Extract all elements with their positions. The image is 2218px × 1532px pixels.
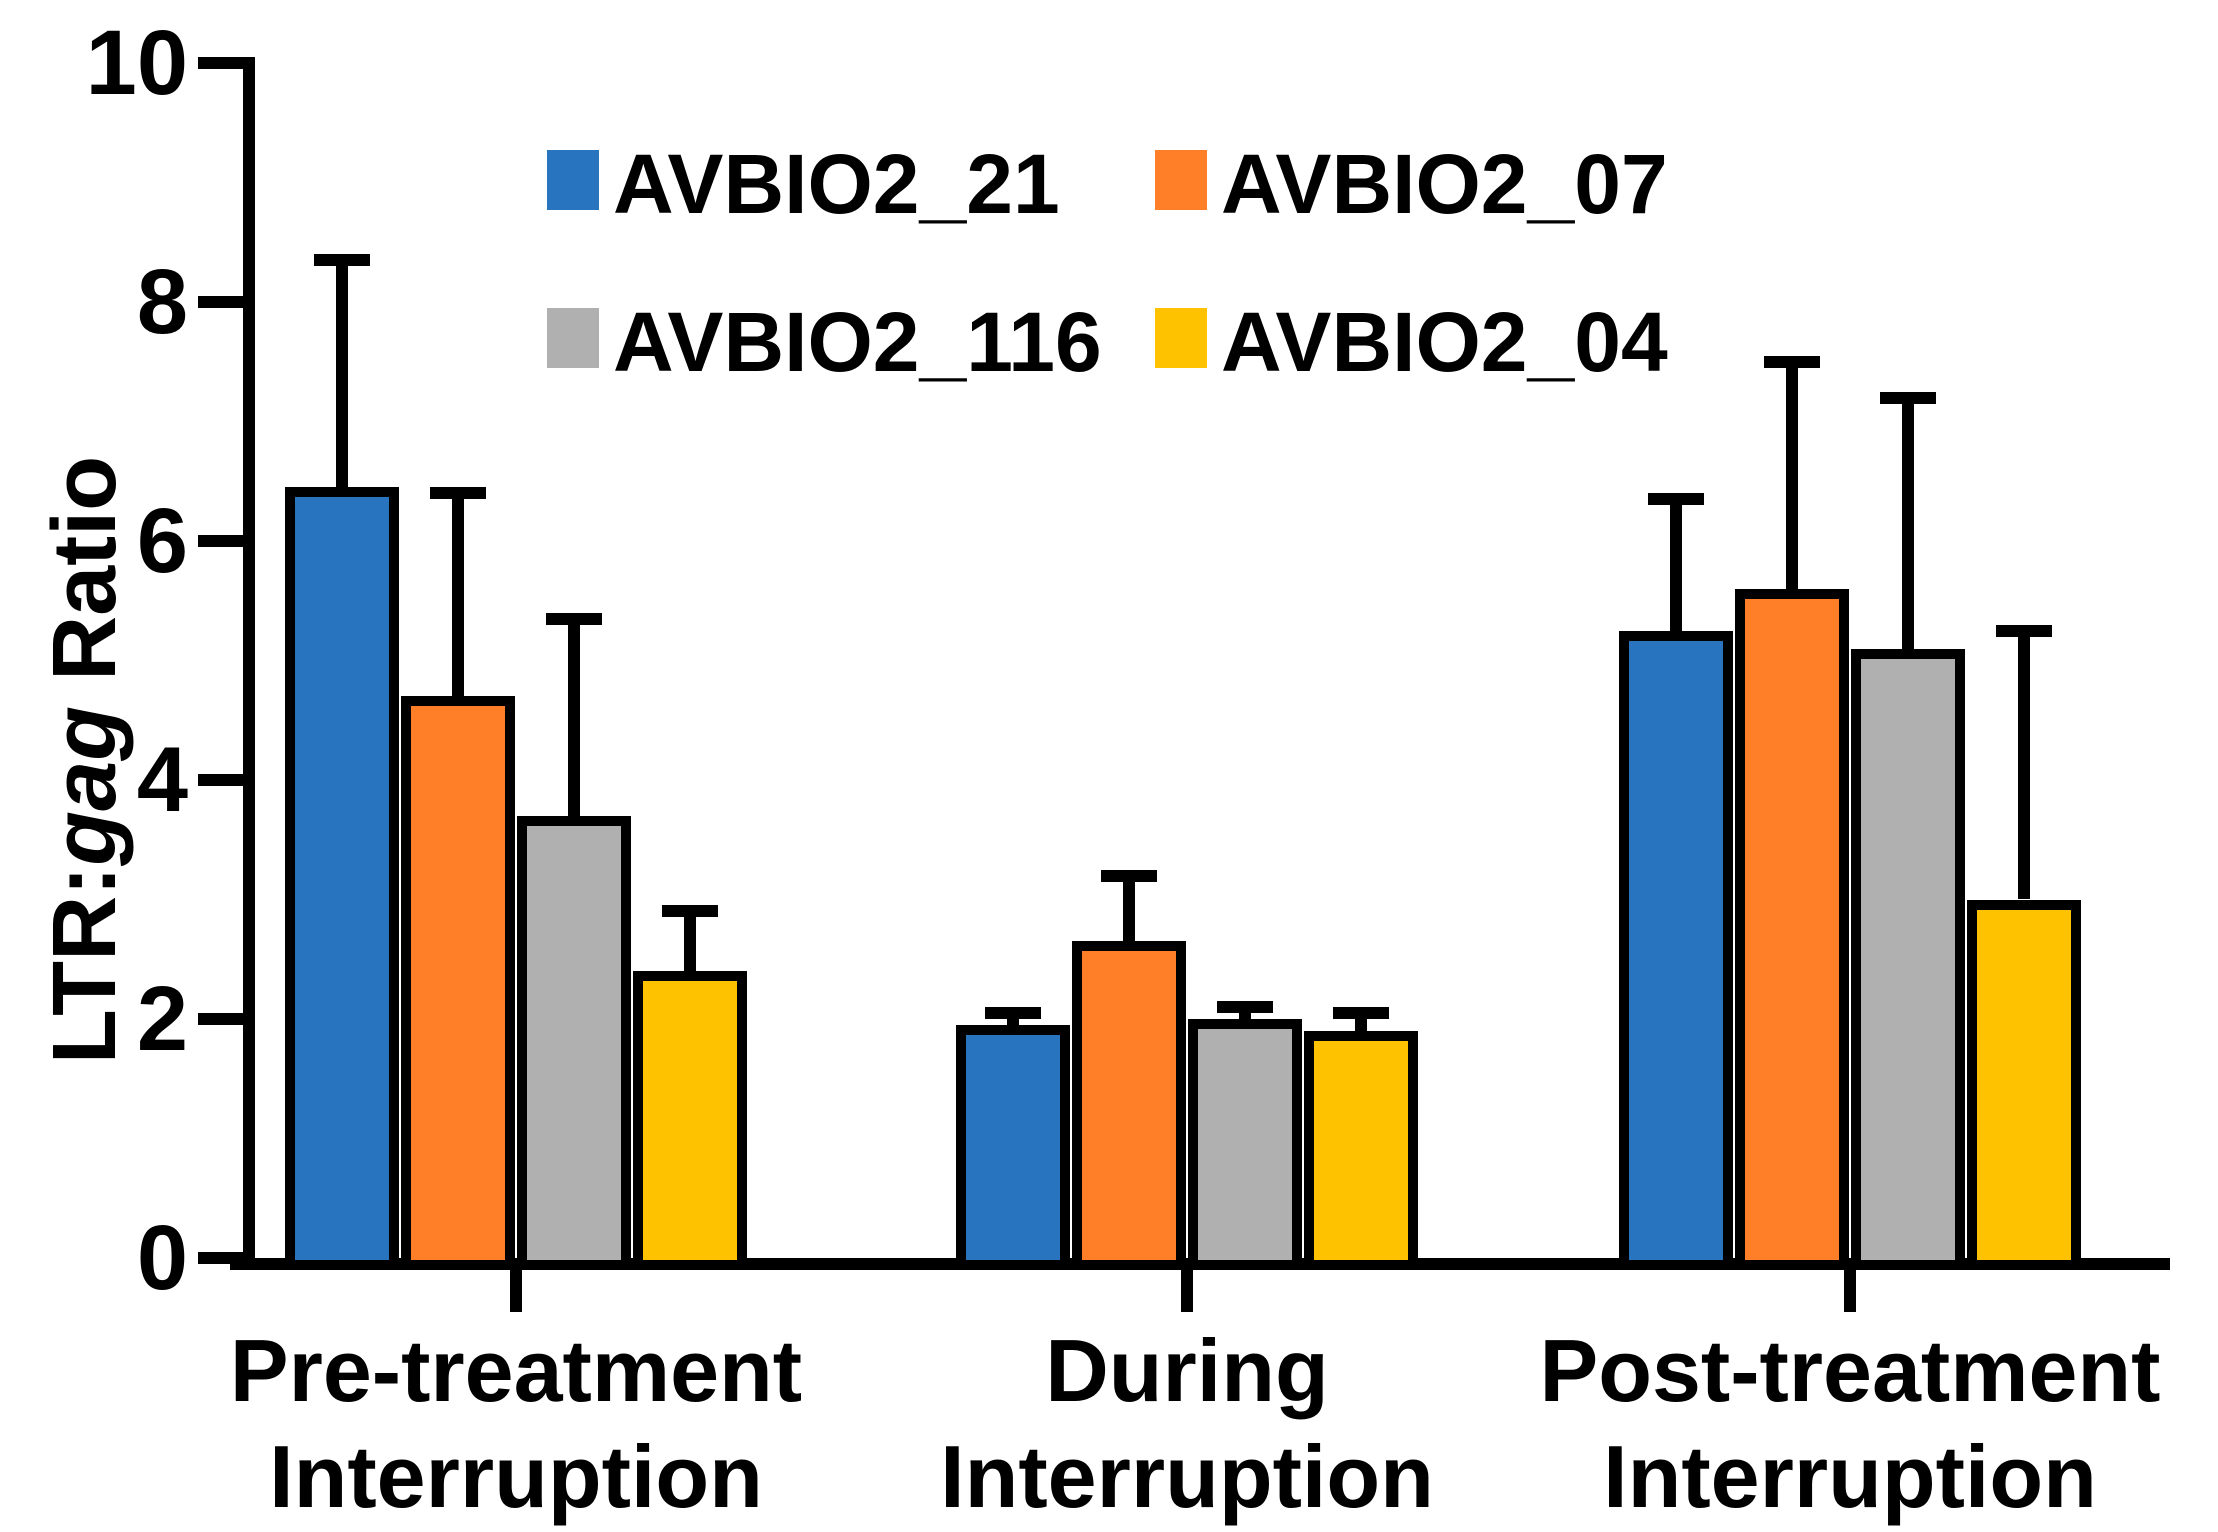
x-category-label: Post-treatment Interruption [1470, 1318, 2218, 1530]
y-tick-mark [198, 296, 243, 308]
bar-AVBIO2_07-group3 [1735, 588, 1849, 1270]
error-bar-cap [546, 612, 602, 625]
x-category-label: Pre-treatment Interruption [136, 1318, 896, 1530]
error-bar-line [1670, 493, 1682, 631]
x-category-label-line: Interruption [1603, 1427, 2097, 1526]
legend-label-AVBIO2_21: AVBIO2_21 [613, 137, 1060, 231]
error-bar-line [1786, 355, 1798, 589]
legend-swatch-AVBIO2_116 [547, 308, 599, 368]
x-tick-mark [1844, 1270, 1856, 1312]
y-tick-label: 10 [85, 12, 188, 114]
y-axis-line [243, 57, 255, 1270]
legend-label-AVBIO2_07: AVBIO2_07 [1221, 137, 1668, 231]
bar-AVBIO2_21-group1 [285, 487, 399, 1270]
bar-AVBIO2_116-group2 [1188, 1019, 1302, 1270]
error-bar-cap [1101, 869, 1157, 882]
x-tick-mark [1181, 1270, 1193, 1312]
legend-swatch-AVBIO2_21 [547, 150, 599, 210]
x-tick-mark [510, 1270, 522, 1312]
bar-AVBIO2_04-group1 [633, 971, 747, 1270]
bar-AVBIO2_21-group3 [1619, 630, 1733, 1270]
error-bar-cap [1333, 1007, 1389, 1020]
y-tick-label: 4 [136, 729, 188, 831]
error-bar-line [452, 487, 464, 697]
y-tick-mark [198, 1013, 243, 1025]
y-tick-mark [198, 1252, 243, 1264]
y-tick-mark [198, 535, 243, 547]
error-bar-line [2018, 624, 2030, 900]
error-bar-cap [1217, 1001, 1273, 1014]
bar-AVBIO2_116-group3 [1851, 648, 1965, 1270]
legend-label-AVBIO2_04: AVBIO2_04 [1221, 295, 1668, 389]
bar-AVBIO2_04-group3 [1967, 899, 2081, 1270]
error-bar-cap [314, 254, 370, 267]
x-category-label-line: Interruption [940, 1427, 1434, 1526]
error-bar-cap [430, 487, 486, 500]
bar-AVBIO2_21-group2 [956, 1024, 1070, 1270]
legend-label-AVBIO2_116: AVBIO2_116 [613, 295, 1102, 389]
x-category-label-line: Post-treatment [1539, 1321, 2161, 1420]
bar-AVBIO2_116-group1 [517, 815, 631, 1270]
bar-AVBIO2_07-group2 [1072, 941, 1186, 1270]
error-bar-cap [1880, 391, 1936, 404]
y-tick-label: 8 [136, 251, 188, 353]
bar-AVBIO2_04-group2 [1304, 1030, 1418, 1270]
legend-swatch-AVBIO2_04 [1155, 308, 1207, 368]
x-category-label-line: During [1045, 1321, 1329, 1420]
error-bar-cap [662, 905, 718, 918]
error-bar-cap [985, 1007, 1041, 1020]
error-bar-cap [1764, 355, 1820, 368]
y-tick-mark [198, 774, 243, 786]
error-bar-line [684, 905, 696, 972]
error-bar-cap [1648, 493, 1704, 506]
y-tick-mark [198, 57, 243, 69]
x-category-label-line: Pre-treatment [229, 1321, 803, 1420]
error-bar-line [1902, 391, 1914, 649]
legend-swatch-AVBIO2_07 [1155, 150, 1207, 210]
x-category-label-line: Interruption [269, 1427, 763, 1526]
y-tick-label: 2 [136, 968, 188, 1070]
y-tick-label: 0 [136, 1207, 188, 1309]
y-tick-label: 6 [136, 490, 188, 592]
error-bar-cap [1996, 624, 2052, 637]
bar-AVBIO2_07-group1 [401, 696, 515, 1270]
error-bar-line [1123, 869, 1135, 942]
error-bar-line [336, 254, 348, 488]
x-category-label: During Interruption [807, 1318, 1567, 1530]
error-bar-line [568, 612, 580, 816]
